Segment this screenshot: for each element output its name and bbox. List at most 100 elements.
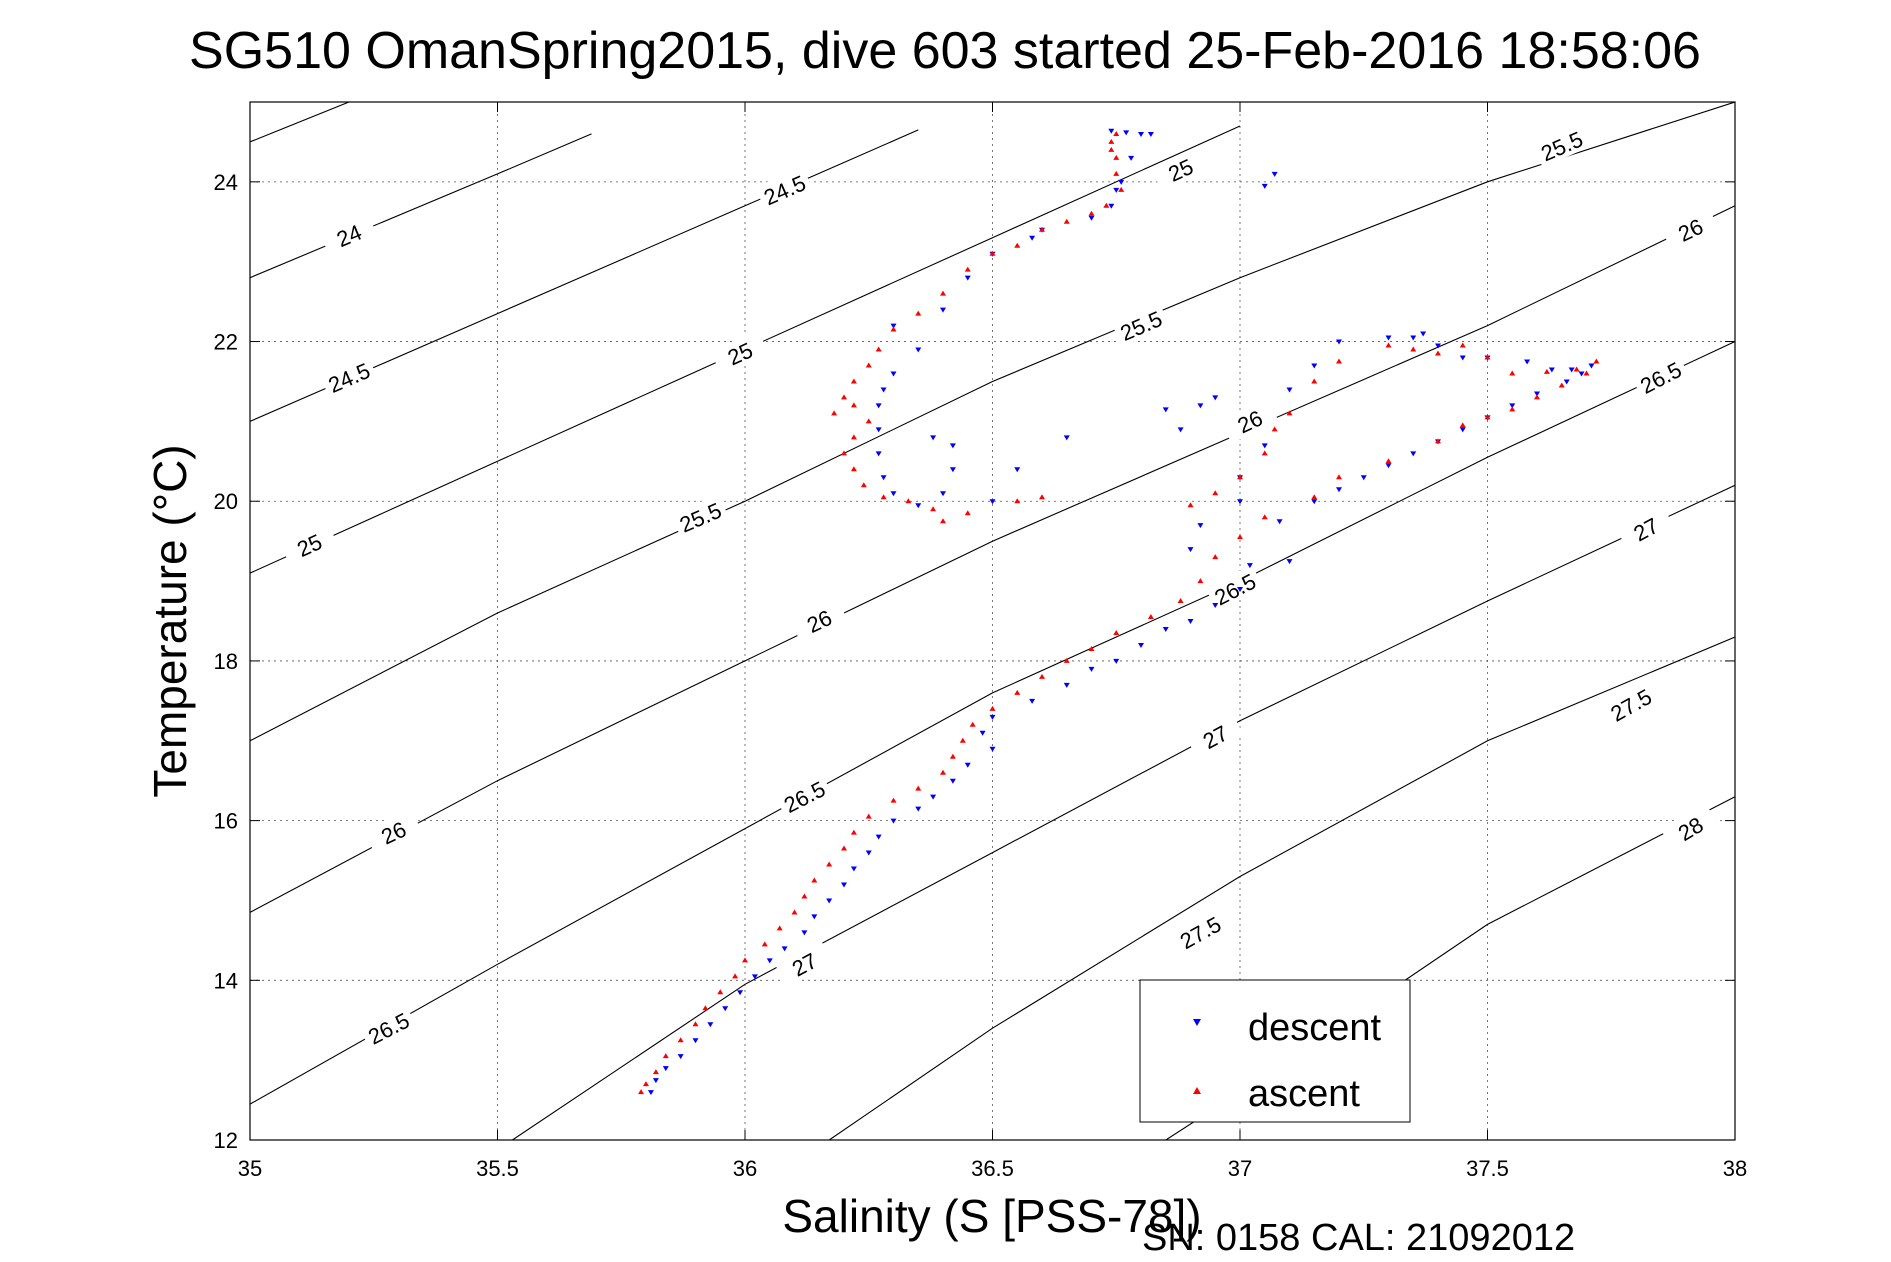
ascent-point [801, 893, 808, 899]
descent-point [989, 714, 996, 720]
ascent-point [1534, 394, 1540, 400]
ascent-point [1014, 242, 1021, 248]
ascent-point [1108, 138, 1115, 144]
ascent-point [880, 494, 887, 500]
ascent-point [831, 410, 838, 416]
ascent-point [677, 1037, 684, 1043]
descent-point [865, 850, 872, 856]
descent-point [1509, 403, 1516, 409]
legend-ascent-label: ascent [1248, 1073, 1360, 1115]
descent-point [1029, 235, 1036, 241]
ascent-point [811, 877, 818, 883]
descent-point [1410, 335, 1417, 341]
descent-point [890, 323, 897, 329]
ascent-point [692, 1021, 699, 1027]
descent-point [1108, 203, 1115, 209]
ascent-point [1237, 474, 1243, 480]
ascent-point [915, 785, 922, 791]
descent-point [964, 762, 971, 768]
isopycnal-label-bg [1111, 302, 1170, 347]
ascent-point [732, 973, 739, 979]
descent-point [1271, 171, 1278, 177]
descent-point [949, 778, 956, 784]
isopycnal-label-bg [710, 330, 769, 376]
descent-point [930, 435, 937, 441]
isopycnal-label-bg [1170, 907, 1229, 956]
ascent-point [643, 1081, 649, 1087]
ascent-point [1509, 406, 1516, 412]
ascent-point [890, 797, 897, 803]
descent-point [722, 1006, 729, 1012]
ascent-point [1113, 629, 1120, 635]
ascent-point [1509, 370, 1516, 376]
ascent-point [1187, 502, 1194, 508]
descent-point [781, 946, 788, 952]
descent-point [1568, 367, 1575, 373]
descent-point [1459, 355, 1466, 361]
isopycnal-label-bg [1220, 397, 1279, 444]
descent-point [707, 1022, 714, 1028]
isopycnal-label-bg [359, 1003, 418, 1051]
descent-point [940, 491, 946, 497]
descent-point [1162, 626, 1169, 632]
isopycnal-contours [250, 102, 1735, 1140]
ascent-point [890, 326, 897, 332]
ascent-point [1261, 450, 1268, 456]
ascent-point [1271, 426, 1278, 432]
descent-point [1420, 331, 1427, 337]
ascent-point [1063, 657, 1070, 663]
legend: descent ascent [1139, 979, 1411, 1123]
legend-ascent-marker [1193, 1087, 1201, 1094]
descent-point [1311, 499, 1318, 505]
ascent-point [1113, 154, 1120, 160]
isopycnal-line [250, 102, 350, 143]
descent-point [915, 806, 922, 812]
descent-point [875, 451, 882, 457]
descent-point [1534, 391, 1540, 397]
ascent-point [1014, 689, 1021, 695]
descent-point [1113, 658, 1120, 664]
descent-point [841, 882, 847, 888]
ascent-point [841, 450, 847, 456]
descent-point [1435, 343, 1441, 349]
descent-point [915, 347, 922, 353]
descent-point [979, 730, 986, 736]
ascent-point [1212, 554, 1219, 560]
x-tick-label: 38 [1723, 1156, 1747, 1181]
ascent-point [1311, 378, 1318, 384]
x-tick-label: 35.5 [476, 1156, 519, 1181]
descent-point [1108, 128, 1115, 134]
descent-point [751, 974, 758, 980]
x-tick-label: 37 [1228, 1156, 1252, 1181]
isopycnal-line [250, 129, 919, 422]
ascent-point [959, 737, 966, 743]
y-tick-label: 12 [214, 1128, 238, 1153]
ascent-point [841, 845, 847, 851]
descent-point [1237, 587, 1243, 593]
ascent-point [841, 394, 847, 400]
ascent-point [860, 482, 867, 488]
descent-point [737, 990, 744, 996]
ascent-point [1573, 366, 1580, 372]
ascent-point [850, 402, 857, 408]
isopycnal-line [250, 205, 1735, 913]
ascent-point [1336, 358, 1342, 364]
ascent-point [1583, 370, 1590, 376]
descent-point [875, 427, 882, 433]
descent-point [1088, 666, 1095, 672]
ascent-point [1063, 218, 1070, 224]
ascent-point [791, 909, 798, 915]
isopycnal-label-bg [774, 939, 833, 988]
y-tick-label: 20 [214, 489, 238, 514]
isopycnal-label-bg [1532, 122, 1591, 168]
descent-point [890, 491, 897, 497]
isopycnal-label-bg [319, 212, 378, 257]
ascent-point [1212, 490, 1219, 496]
ascent-point [1197, 578, 1204, 584]
legend-descent-marker [1193, 1019, 1201, 1026]
isopycnal-label-bg [1205, 564, 1264, 612]
ascent-point [865, 418, 872, 424]
ascent-point [1177, 598, 1184, 604]
descent-point [880, 475, 887, 481]
